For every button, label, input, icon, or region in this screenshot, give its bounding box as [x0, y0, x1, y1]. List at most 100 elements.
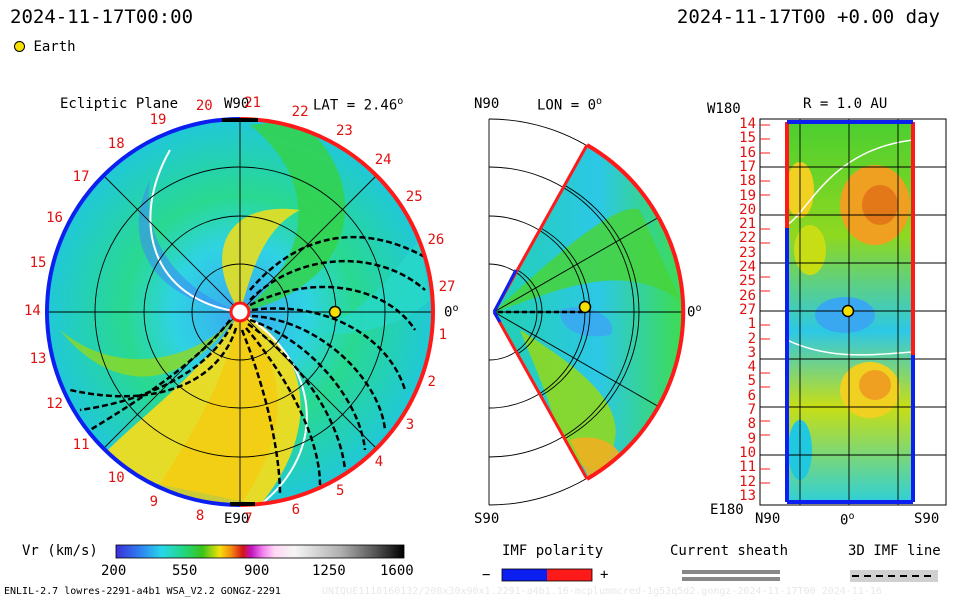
imf-polarity-plus: +	[600, 567, 609, 583]
current-sheath-swatch	[682, 570, 780, 581]
ecliptic-right-label: 0o	[444, 303, 458, 321]
ecliptic-lat-label: LAT = 2.46o	[313, 96, 403, 114]
meridional-lon-degree: o	[596, 96, 603, 107]
carrington-label: 24	[374, 151, 392, 168]
meridional-right-text: 0	[687, 304, 696, 321]
radial-y-label: 20	[739, 201, 756, 218]
left-timestamp: 2024-11-17T00:00	[10, 6, 194, 28]
ecliptic-bottom-label: E90	[224, 511, 250, 527]
earth-marker-icon	[14, 41, 25, 52]
radial-y-label: 12	[739, 473, 756, 490]
earth-legend-label: Earth	[33, 39, 76, 55]
imf-line-title: 3D IMF line	[848, 543, 941, 559]
carrington-label: 19	[149, 112, 167, 128]
carrington-label: 20	[195, 98, 213, 115]
radial-y-label: 1	[747, 316, 756, 333]
colorbar-tick: 1250	[312, 563, 346, 579]
radial-y-label: 23	[739, 244, 756, 261]
carrington-label: 6	[291, 502, 301, 519]
radial-y-label: 5	[747, 373, 756, 390]
imf-polarity-bar	[501, 568, 593, 582]
radial-x-s90: S90	[914, 511, 940, 527]
radial-y-label: 19	[739, 187, 756, 204]
carrington-label: 8	[195, 507, 205, 524]
radial-y-label: 7	[747, 402, 756, 418]
carrington-label: 26	[427, 231, 445, 248]
carrington-label: 9	[149, 493, 159, 510]
carrington-label: 7	[244, 510, 253, 527]
radial-y-label: 27	[739, 301, 756, 318]
radial-slice-plot	[759, 118, 947, 506]
radial-y-label: 17	[739, 158, 756, 175]
imf-polarity-title: IMF polarity	[502, 543, 604, 559]
footer-run-id: UNIQUE1118160132/208x30x90x1.2291-a4b1.1…	[322, 586, 882, 597]
meridional-lon-text: LON = 0	[537, 97, 597, 114]
earth-marker-meridional	[578, 300, 592, 314]
earth-legend: Earth	[14, 39, 76, 55]
earth-marker-ecliptic	[328, 305, 342, 319]
radial-title: R = 1.0 AU	[803, 96, 888, 112]
radial-e180-label: E180	[710, 502, 744, 518]
carrington-label: 15	[29, 255, 47, 272]
ecliptic-right-text: 0	[444, 304, 453, 321]
radial-x-n90: N90	[755, 511, 781, 527]
colorbar-tick: 550	[172, 563, 198, 579]
radial-y-label: 21	[739, 216, 756, 233]
radial-y-label: 25	[739, 273, 756, 290]
ecliptic-right-degree: o	[452, 303, 459, 314]
radial-y-label: 4	[747, 359, 756, 376]
radial-y-label: 10	[739, 444, 756, 461]
carrington-label: 17	[72, 169, 90, 186]
carrington-label: 5	[336, 483, 345, 500]
colorbar-tick: 900	[244, 563, 270, 579]
radial-y-label: 18	[739, 173, 756, 190]
carrington-label: 21	[244, 95, 261, 112]
ecliptic-lat-text: LAT = 2.46	[313, 97, 398, 114]
carrington-label: 16	[46, 209, 63, 226]
colorbar	[115, 544, 405, 559]
meridional-n90-label: N90	[474, 96, 500, 112]
ecliptic-lat-degree: o	[397, 96, 404, 107]
carrington-label: 13	[29, 350, 47, 367]
earth-marker-radial	[841, 304, 855, 318]
radial-y-label: 24	[739, 259, 756, 275]
colorbar-tick: 1600	[380, 563, 414, 579]
carrington-label: 2	[427, 374, 436, 391]
radial-y-label: 26	[739, 287, 756, 304]
colorbar-label: Vr (km/s)	[22, 543, 98, 559]
carrington-label: 11	[72, 436, 90, 453]
current-sheath-title: Current sheath	[670, 543, 789, 559]
radial-x-zero: 0o	[840, 511, 854, 529]
radial-y-label: 16	[739, 144, 756, 161]
carrington-label: 4	[374, 454, 384, 471]
carrington-label: 1	[438, 327, 448, 344]
meridional-plane-plot	[488, 118, 686, 506]
radial-y-label: 6	[747, 387, 756, 404]
carrington-label: 14	[24, 303, 41, 319]
radial-x-zero-degree: o	[848, 511, 855, 522]
imf-polarity-minus: −	[482, 567, 491, 583]
ecliptic-top-label: W90	[224, 96, 250, 112]
ecliptic-title: Ecliptic Plane	[60, 96, 179, 112]
right-timestamp: 2024-11-17T00 +0.00 day	[676, 6, 940, 28]
radial-y-label: 8	[747, 416, 756, 433]
carrington-label: 12	[46, 396, 63, 413]
carrington-label: 3	[405, 417, 415, 434]
colorbar-tick: 200	[101, 563, 127, 579]
carrington-label: 18	[107, 136, 125, 153]
radial-y-label: 11	[739, 459, 756, 476]
radial-y-label: 13	[739, 487, 756, 504]
radial-y-label: 9	[747, 430, 756, 447]
radial-y-label: 15	[739, 130, 756, 147]
radial-y-label: 14	[739, 116, 756, 132]
meridional-lon-label: LON = 0o	[537, 96, 602, 114]
carrington-label: 22	[291, 103, 309, 120]
ecliptic-plane-plot	[45, 117, 435, 507]
footer-run-info: ENLIL-2.7 lowres-2291-a4b1 WSA_V2.2 GONG…	[4, 586, 281, 597]
meridional-s90-label: S90	[474, 511, 500, 527]
radial-x-zero-text: 0	[840, 512, 849, 529]
carrington-label: 23	[336, 122, 353, 139]
carrington-label: 10	[107, 469, 125, 486]
radial-y-label: 2	[747, 330, 756, 347]
